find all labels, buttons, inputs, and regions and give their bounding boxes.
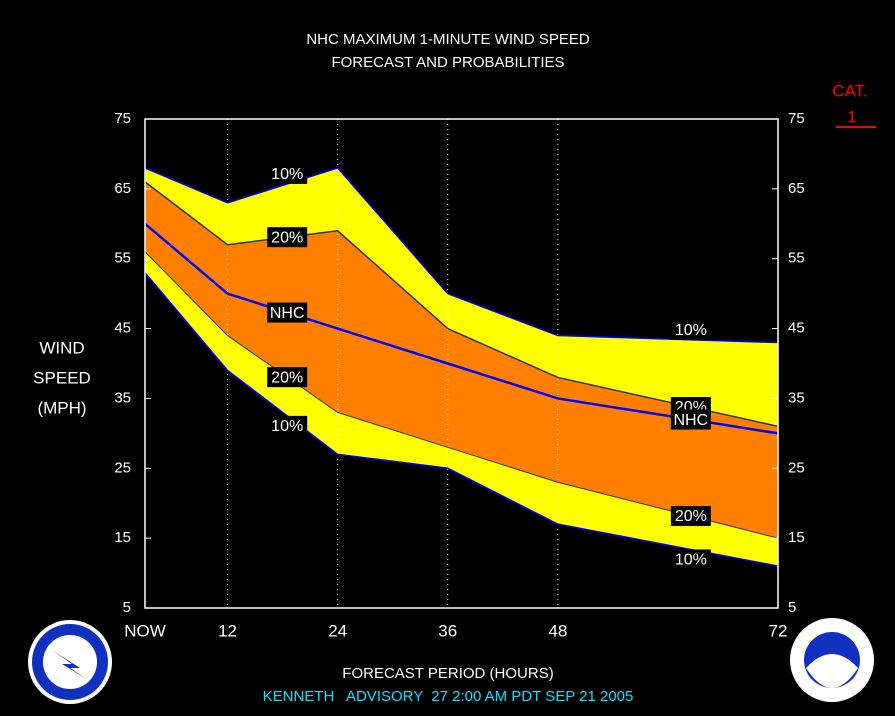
series-label: 20%	[267, 367, 308, 388]
y-tick-label: 25	[788, 459, 805, 476]
y-tick-label: 35	[788, 389, 805, 406]
nws-logo	[28, 620, 112, 704]
series-line	[144, 167, 779, 344]
label-box	[267, 415, 308, 436]
legend-label: NHC	[674, 412, 709, 429]
y-tick-label: 5	[788, 599, 796, 616]
y-tick-label: 25	[114, 459, 131, 476]
y-tick-label: 35	[114, 389, 131, 406]
label-box	[670, 319, 711, 340]
category-value: 1	[847, 107, 856, 126]
x-tick-label: 48	[548, 621, 567, 640]
x-tick-label: 72	[769, 621, 788, 640]
logo-bolt	[52, 650, 88, 680]
y-tick-label: 75	[114, 110, 131, 127]
y-tick-label: 55	[788, 250, 805, 267]
series-label: 20%	[670, 506, 711, 527]
series-label: NHC	[267, 302, 308, 323]
series-line	[144, 272, 779, 567]
series-label: 10%	[267, 163, 308, 184]
legend-label: NHC	[270, 305, 305, 322]
chart-subtitle: FORECAST AND PROBABILITIES	[331, 54, 564, 71]
legend-label: 10%	[271, 418, 303, 435]
y-axis-label: SPEED	[33, 368, 91, 387]
y-tick-label: 55	[114, 250, 131, 267]
label-box	[267, 302, 308, 323]
series-line	[144, 251, 779, 539]
series-label: NHC	[670, 409, 711, 430]
x-tick-label: NOW	[124, 621, 166, 640]
label-box	[267, 367, 308, 388]
label-box	[267, 227, 308, 248]
logo-wave	[806, 654, 858, 688]
footer: KENNETH ADVISORY 27 2:00 AM PDT SEP 21 2…	[263, 688, 634, 705]
legend-label: 10%	[271, 166, 303, 183]
series-label: 10%	[670, 549, 711, 570]
y-tick-label: 65	[114, 180, 131, 197]
x-tick-label: 36	[438, 621, 457, 640]
x-tick-label: 12	[218, 621, 237, 640]
y-axis-label: (MPH)	[37, 398, 86, 417]
label-box	[670, 506, 711, 527]
plot-frame	[144, 118, 779, 609]
series-label: 10%	[670, 319, 711, 340]
x-tick-label: 24	[328, 621, 347, 640]
legend-label: 10%	[675, 322, 707, 339]
x-axis-label: FORECAST PERIOD (HOURS)	[342, 665, 553, 682]
legend-label: 20%	[271, 369, 303, 386]
series-label: 10%	[267, 415, 308, 436]
category-label: CAT.	[832, 81, 868, 100]
noaa-logo	[790, 618, 874, 702]
y-tick-label: 15	[788, 529, 805, 546]
label-box	[267, 163, 308, 184]
y-tick-label: 45	[114, 320, 131, 337]
y-tick-label: 15	[114, 529, 131, 546]
series-line	[144, 181, 779, 428]
y-tick-label: 65	[788, 180, 805, 197]
legend-label: 20%	[675, 508, 707, 525]
legend-label: 10%	[675, 552, 707, 569]
label-box	[670, 549, 711, 570]
y-tick-label: 45	[788, 320, 805, 337]
band	[145, 181, 778, 539]
chart-title: NHC MAXIMUM 1-MINUTE WIND SPEED	[306, 31, 590, 48]
series-label: 20%	[267, 227, 308, 248]
y-tick-label: 5	[123, 599, 131, 616]
y-axis-label: WIND	[39, 338, 84, 357]
label-box	[670, 409, 711, 430]
y-tick-label: 75	[788, 110, 805, 127]
legend-label: 20%	[271, 229, 303, 246]
series-line	[144, 222, 779, 435]
